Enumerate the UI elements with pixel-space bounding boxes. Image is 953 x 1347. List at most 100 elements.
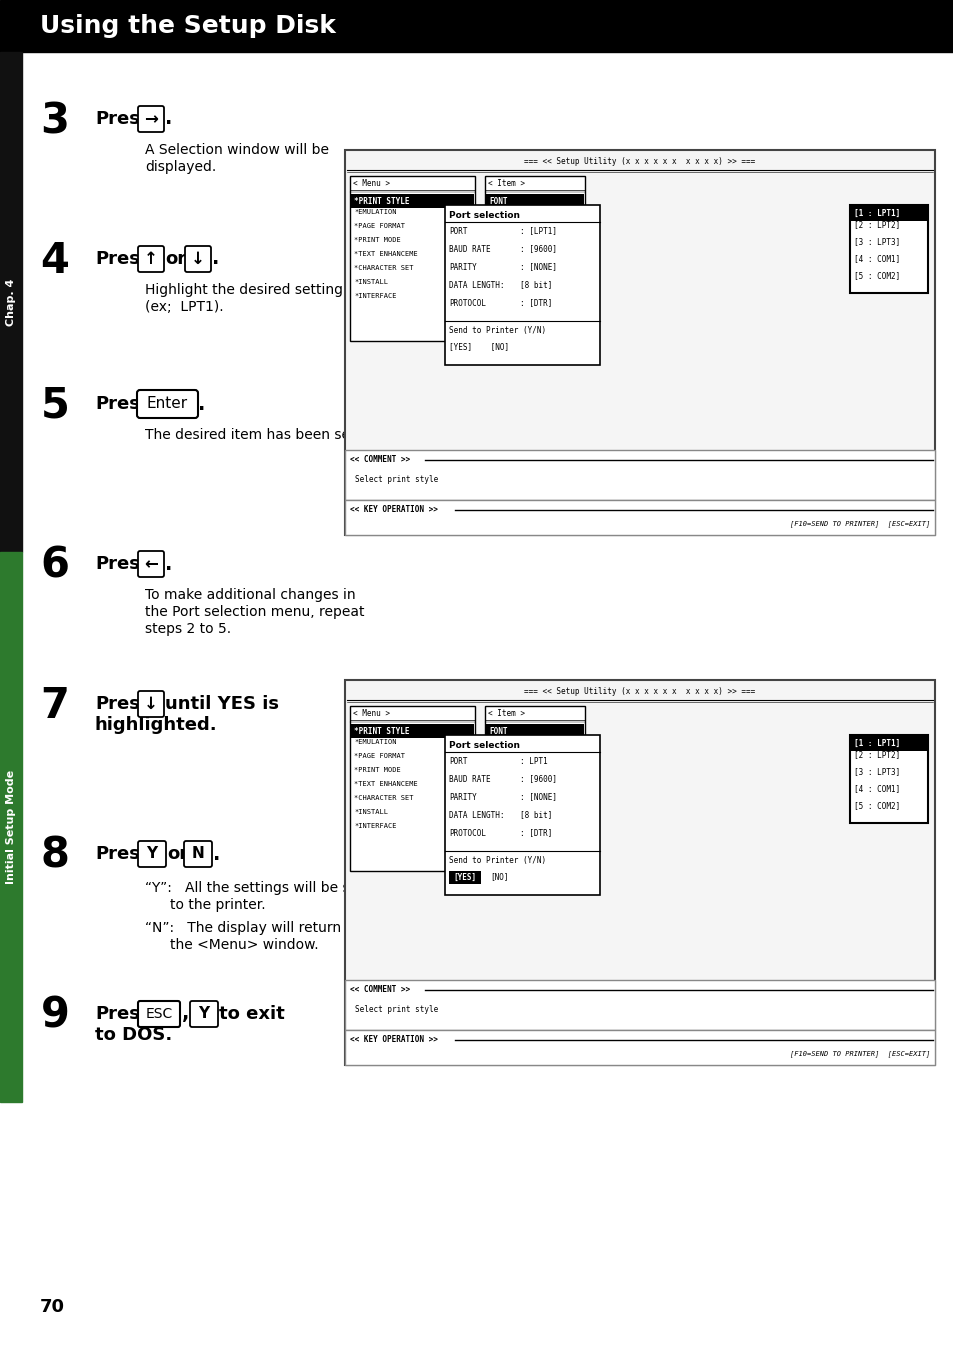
Text: 3: 3 [40, 100, 70, 141]
Text: [F10=SEND TO PRINTER]  [ESC=EXIT]: [F10=SEND TO PRINTER] [ESC=EXIT] [789, 1051, 929, 1057]
Bar [449, 872, 480, 884]
Text: [8 bit]: [8 bit] [519, 811, 552, 819]
Text: DATA LENGTH:: DATA LENGTH: [449, 811, 504, 819]
Text: *CHARACTER SET: *CHARACTER SET [354, 795, 413, 801]
Text: Initial Setup Mode: Initial Setup Mode [6, 770, 16, 884]
FancyBboxPatch shape [190, 1001, 218, 1026]
Text: *PAGE FORMAT: *PAGE FORMAT [354, 224, 405, 229]
Text: < Menu >: < Menu > [353, 179, 390, 189]
Bar [485, 194, 583, 207]
Text: : [NONE]: : [NONE] [519, 263, 557, 272]
Text: Send to Printer (Y/N): Send to Printer (Y/N) [449, 855, 545, 865]
Bar [345, 450, 934, 500]
Text: the Port selection menu, repeat: the Port selection menu, repeat [145, 605, 364, 620]
Bar [345, 150, 934, 535]
Text: [4 : COM1]: [4 : COM1] [853, 784, 900, 793]
Text: << COMMENT >>: << COMMENT >> [350, 986, 410, 994]
Bar [484, 176, 584, 216]
Text: [YES]: [YES] [453, 873, 476, 881]
Bar [0, 0, 953, 53]
Text: *INTERFACE: *INTERFACE [354, 823, 396, 828]
Bar [351, 723, 474, 738]
Text: Port selection: Port selection [449, 741, 519, 749]
Text: PORT: PORT [449, 757, 467, 765]
Text: *PRINT MODE: *PRINT MODE [354, 766, 400, 773]
Text: [3 : LPT3]: [3 : LPT3] [853, 768, 900, 776]
Text: .: . [165, 555, 172, 574]
Text: Chap. 4: Chap. 4 [6, 279, 16, 326]
Text: < Menu >: < Menu > [353, 710, 390, 718]
Text: to the printer.: to the printer. [170, 898, 265, 912]
Text: “N”:   The display will return to: “N”: The display will return to [145, 921, 359, 935]
Text: to DOS.: to DOS. [95, 1026, 172, 1044]
FancyBboxPatch shape [138, 247, 164, 272]
Text: *EMULATION: *EMULATION [354, 740, 396, 745]
Text: Port selection: Port selection [449, 210, 519, 220]
Text: 4: 4 [41, 240, 70, 282]
Bar [444, 205, 599, 365]
Text: 70: 70 [40, 1299, 65, 1316]
Bar [850, 206, 926, 221]
Text: === << Setup Utility (x x x x x x  x x x x) >> ===: === << Setup Utility (x x x x x x x x x … [524, 158, 755, 167]
Bar [345, 981, 934, 1030]
Text: .: . [198, 395, 205, 414]
Text: << KEY OPERATION >>: << KEY OPERATION >> [350, 505, 437, 515]
Text: A Selection window will be: A Selection window will be [145, 143, 329, 158]
Text: [8 bit]: [8 bit] [519, 280, 552, 290]
Text: : [DTR]: : [DTR] [519, 299, 552, 307]
Text: steps 2 to 5.: steps 2 to 5. [145, 622, 231, 636]
Text: *PAGE FORMAT: *PAGE FORMAT [354, 753, 405, 758]
Bar [485, 723, 583, 738]
Bar [350, 176, 475, 341]
Text: *CHARACTER SET: *CHARACTER SET [354, 265, 413, 271]
Text: < Item >: < Item > [488, 179, 524, 189]
Text: PORT: PORT [449, 226, 467, 236]
Text: Press: Press [95, 845, 151, 863]
Text: Highlight the desired setting: Highlight the desired setting [145, 283, 343, 296]
Text: FONT: FONT [489, 726, 507, 735]
Text: Press: Press [95, 251, 151, 268]
Text: Select print style: Select print style [355, 475, 437, 485]
Text: ←: ← [144, 555, 158, 572]
Text: BAUD RATE: BAUD RATE [449, 245, 490, 253]
Text: Press: Press [95, 110, 151, 128]
Text: Press: Press [95, 555, 151, 572]
Text: 9: 9 [41, 995, 70, 1037]
Text: .: . [165, 109, 172, 128]
Text: or: or [167, 845, 188, 863]
Bar [444, 735, 599, 894]
Bar [850, 735, 926, 752]
Text: →: → [144, 110, 158, 128]
Text: Enter: Enter [146, 396, 188, 411]
Text: displayed.: displayed. [145, 160, 216, 174]
Bar [849, 735, 927, 823]
Text: [2 : LPT2]: [2 : LPT2] [853, 750, 900, 760]
Text: Press: Press [95, 695, 151, 713]
Text: ESC: ESC [145, 1008, 172, 1021]
Bar [345, 1030, 934, 1065]
Text: The desired item has been set.: The desired item has been set. [145, 428, 359, 442]
Text: *INTERFACE: *INTERFACE [354, 294, 396, 299]
Text: DATA LENGTH:: DATA LENGTH: [449, 280, 504, 290]
Bar [350, 706, 475, 872]
Text: “Y”:   All the settings will be sent: “Y”: All the settings will be sent [145, 881, 372, 894]
FancyBboxPatch shape [138, 1001, 180, 1026]
Text: [1 : LPT1]: [1 : LPT1] [853, 209, 900, 217]
Text: [2 : LPT2]: [2 : LPT2] [853, 221, 900, 229]
Text: Send to Printer (Y/N): Send to Printer (Y/N) [449, 326, 545, 334]
Bar [351, 194, 474, 207]
FancyBboxPatch shape [184, 841, 212, 867]
Text: To make additional changes in: To make additional changes in [145, 589, 355, 602]
Text: : [NONE]: : [NONE] [519, 792, 557, 801]
Text: [4 : COM1]: [4 : COM1] [853, 255, 900, 264]
Text: 5: 5 [41, 385, 70, 427]
FancyBboxPatch shape [138, 551, 164, 577]
Text: 6: 6 [40, 546, 70, 587]
Text: until YES is: until YES is [165, 695, 278, 713]
Text: *PRINT MODE: *PRINT MODE [354, 237, 400, 242]
Text: BAUD RATE: BAUD RATE [449, 775, 490, 784]
Text: .: . [213, 845, 220, 863]
Text: .: . [212, 249, 219, 268]
Text: : [LPT1]: : [LPT1] [519, 226, 557, 236]
Text: Press: Press [95, 1005, 151, 1022]
